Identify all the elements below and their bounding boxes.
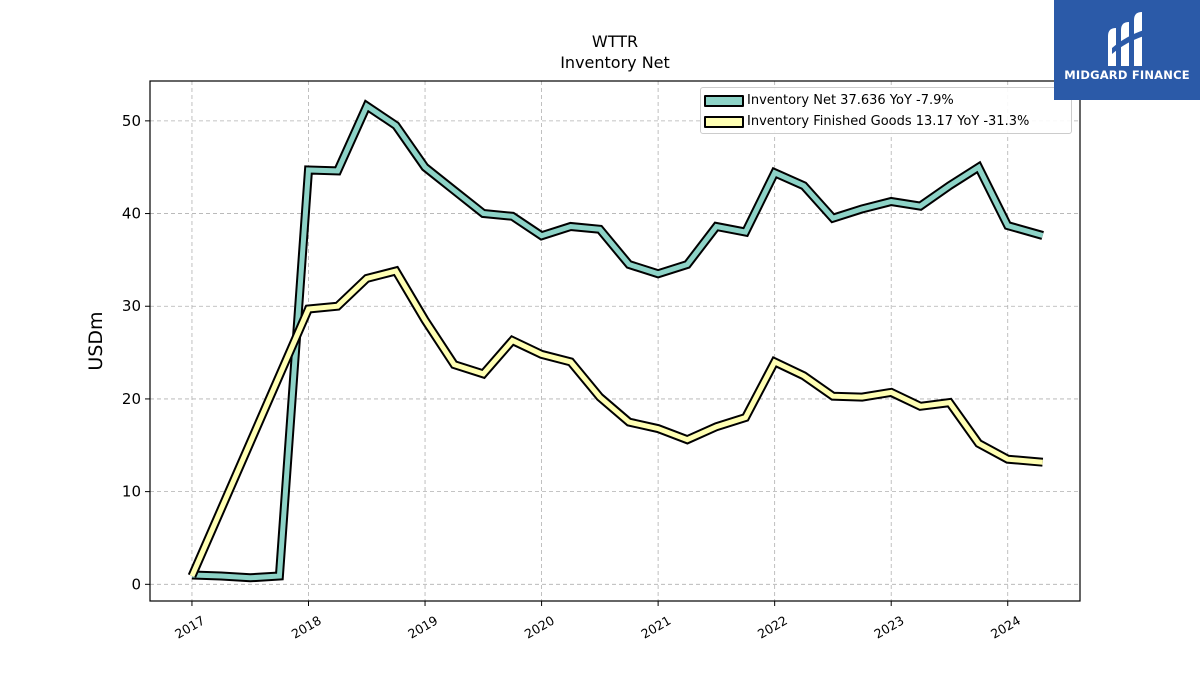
grid-lines (150, 81, 1080, 601)
y-tick-label: 40 (122, 205, 141, 223)
legend-label-inventory-finished-goods: Inventory Finished Goods 13.17 YoY -31.3… (747, 114, 1030, 129)
series-outline-1 (187, 265, 1044, 578)
y-axis-label: USDm (85, 311, 107, 370)
y-tick-label: 10 (122, 483, 141, 501)
chart-legend: Inventory Net 37.636 YoY -7.9% Inventory… (700, 87, 1072, 134)
series-lines (187, 99, 1044, 583)
x-tick-label: 2019 (405, 613, 440, 642)
series-line-1 (189, 268, 1043, 577)
y-tick-label: 20 (122, 390, 141, 408)
midgard-logo-icon (1108, 12, 1144, 66)
series-line-0 (191, 102, 1044, 581)
legend-swatch-inventory-net (704, 95, 744, 107)
y-axis: 0 10 20 30 40 50 (122, 112, 150, 593)
x-tick-label: 2020 (522, 613, 557, 642)
x-tick-label: 2022 (755, 613, 790, 642)
y-tick-label: 30 (122, 297, 141, 315)
x-tick-label: 2023 (871, 613, 906, 642)
x-axis: 2017 2018 2019 2020 2021 2022 2023 2024 (172, 601, 1023, 642)
x-tick-label: 2018 (289, 613, 324, 642)
x-tick-label: 2017 (172, 613, 207, 642)
y-tick-label: 0 (131, 575, 141, 593)
plot-area-frame (149, 80, 1081, 602)
legend-label-inventory-net: Inventory Net 37.636 YoY -7.9% (747, 93, 954, 108)
series-outline-0 (191, 99, 1044, 583)
x-tick-label: 2024 (988, 613, 1023, 642)
legend-swatch-inventory-finished-goods (704, 116, 744, 128)
chart-title: WTTR (592, 32, 638, 51)
chart-subtitle: Inventory Net (560, 53, 670, 72)
logo-wordmark: MIDGARD FINANCE (1064, 68, 1190, 82)
y-tick-label: 50 (122, 112, 141, 130)
x-tick-label: 2021 (638, 613, 673, 642)
midgard-finance-logo: MIDGARD FINANCE (1054, 0, 1200, 100)
